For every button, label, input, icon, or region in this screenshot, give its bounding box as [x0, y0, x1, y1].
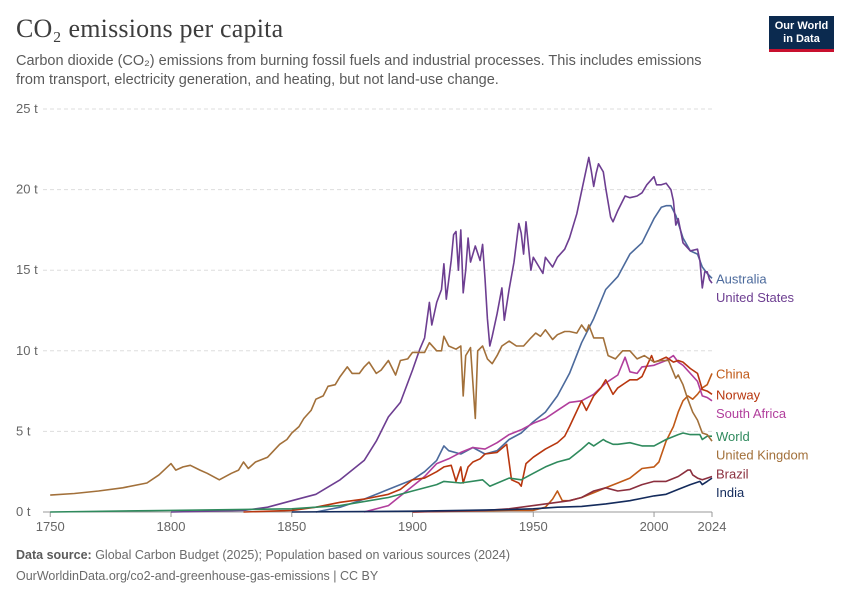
source-text: Global Carbon Budget (2025); Population …: [91, 548, 511, 562]
series-label-united-kingdom[interactable]: United Kingdom: [716, 448, 809, 463]
series-label-australia[interactable]: Australia: [716, 271, 767, 286]
series-line-united-kingdom[interactable]: [50, 324, 713, 496]
y-tick-label: 10 t: [16, 343, 38, 358]
series-label-brazil[interactable]: Brazil: [716, 467, 749, 482]
logo-line-2: in Data: [783, 33, 820, 45]
owid-logo[interactable]: Our World in Data: [769, 16, 834, 52]
source-url-text: OurWorldinData.org/co2-and-greenhouse-ga…: [16, 569, 379, 583]
chart-title: CO₂ emissions per capita: [16, 14, 284, 43]
x-tick-label: 2000: [640, 519, 669, 534]
x-tick-label: 1900: [398, 519, 427, 534]
series-label-china[interactable]: China: [716, 366, 751, 381]
x-tick-label: 1800: [157, 519, 186, 534]
chart-subtitle: Carbon dioxide (CO₂) emissions from burn…: [16, 53, 702, 88]
source-label: Data source:: [16, 548, 92, 562]
series-line-china[interactable]: [412, 373, 713, 513]
series-line-norway[interactable]: [243, 354, 713, 513]
y-tick-label: 25 t: [16, 101, 38, 116]
x-tick-label: 1750: [36, 519, 65, 534]
logo-line-1: Our World: [774, 20, 829, 32]
series-line-world[interactable]: [50, 432, 712, 513]
series-label-india[interactable]: India: [716, 485, 745, 500]
series-line-south-africa[interactable]: [363, 354, 713, 513]
y-tick-label: 15 t: [16, 262, 38, 277]
series-line-india[interactable]: [291, 477, 713, 513]
series-line-united-states[interactable]: [170, 156, 713, 513]
y-tick-label: 0 t: [16, 504, 31, 519]
series-line-brazil[interactable]: [412, 469, 713, 513]
y-tick-label: 20 t: [16, 182, 38, 197]
series-label-norway[interactable]: Norway: [716, 387, 761, 402]
series-label-south-africa[interactable]: South Africa: [716, 406, 787, 421]
x-tick-label: 1850: [277, 519, 306, 534]
y-tick-label: 5 t: [16, 423, 31, 438]
source-url[interactable]: OurWorldinData.org/co2-and-greenhouse-ga…: [16, 569, 378, 583]
x-tick-label: 2024: [698, 519, 727, 534]
x-tick-label: 1950: [519, 519, 548, 534]
series-label-world[interactable]: World: [716, 429, 750, 444]
source-line: Data source: Global Carbon Budget (2025)…: [16, 548, 510, 562]
series-label-united-states[interactable]: United States: [716, 290, 795, 305]
series-line-australia[interactable]: [315, 204, 713, 513]
